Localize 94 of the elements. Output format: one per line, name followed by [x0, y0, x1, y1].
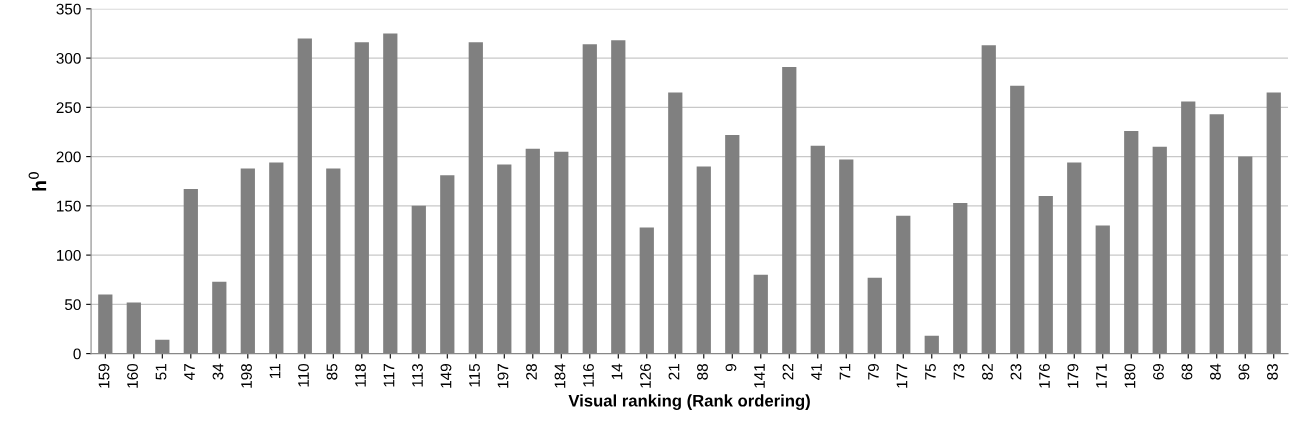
bar — [383, 33, 398, 354]
x-tick-label: 83 — [1267, 363, 1278, 380]
x-tick-label: 197 — [497, 364, 509, 388]
y-tick-label: 0 — [73, 348, 81, 360]
bar — [696, 166, 711, 354]
x-tick-label: 180 — [1124, 363, 1136, 388]
y-tick-label: 100 — [57, 249, 81, 261]
bar — [981, 45, 996, 354]
bar — [98, 294, 113, 354]
x-tick-label: 79 — [868, 364, 879, 380]
bar — [1209, 114, 1224, 354]
bar — [810, 145, 825, 354]
x-tick-label: 159 — [98, 364, 110, 388]
bar — [497, 164, 512, 354]
bar — [639, 227, 654, 354]
x-tick-label: 68 — [1181, 363, 1193, 380]
x-tick-label: 176 — [1039, 363, 1050, 388]
x-tick-label: 126 — [640, 363, 651, 388]
bar — [867, 277, 882, 354]
y-tick-label: 300 — [56, 52, 81, 64]
x-tick-label: 184 — [554, 363, 566, 388]
bar — [953, 202, 968, 354]
y-tick-label: 200 — [56, 151, 81, 163]
x-tick-label: 47 — [184, 364, 195, 380]
x-tick-label: 85 — [326, 363, 338, 380]
x-tick-label: 88 — [697, 363, 708, 380]
bar — [468, 42, 483, 354]
bar — [1010, 85, 1025, 354]
x-tick-label: 28 — [526, 363, 537, 380]
bar — [924, 335, 939, 354]
y-tick-label: 150 — [57, 200, 81, 212]
x-tick-label: 34 — [212, 363, 224, 380]
x-tick-label: 71 — [839, 364, 851, 380]
bar — [297, 38, 312, 354]
x-tick-label: 11 — [269, 364, 281, 379]
bar — [326, 168, 341, 354]
bar — [611, 40, 626, 354]
bar — [212, 281, 227, 354]
bar — [525, 148, 540, 354]
x-tick-label: 96 — [1238, 363, 1250, 380]
x-tick-label: 179 — [1067, 364, 1079, 388]
x-tick-label: 73 — [953, 363, 965, 380]
y-tick-label: 250 — [56, 102, 81, 114]
x-tick-label: 198 — [241, 363, 252, 388]
x-tick-label: 116 — [583, 363, 594, 387]
bar — [1038, 196, 1053, 354]
bar — [269, 162, 284, 354]
bar — [839, 159, 854, 354]
bar — [896, 215, 911, 354]
x-tick-label: 118 — [355, 363, 366, 387]
x-tick-label: 171 — [1096, 364, 1107, 388]
bar — [354, 42, 369, 354]
x-tick-label: 69 — [1153, 364, 1164, 380]
bar — [183, 189, 198, 354]
x-tick-label: 21 — [668, 364, 680, 380]
bar — [668, 92, 683, 354]
bar — [155, 339, 170, 354]
x-tick-label: 113 — [412, 363, 423, 387]
bar — [240, 168, 255, 354]
bar — [440, 175, 455, 354]
x-tick-label: 177 — [896, 364, 908, 388]
bar — [1095, 225, 1110, 354]
x-tick-label: 115 — [469, 363, 480, 387]
x-tick-label: 75 — [925, 363, 936, 380]
x-tick-label: 149 — [440, 364, 452, 388]
y-tick-label: 350 — [56, 3, 81, 15]
x-tick-label: 14 — [611, 363, 623, 380]
bar — [1181, 101, 1196, 354]
bar — [411, 205, 426, 354]
y-tick-label: 50 — [64, 299, 81, 311]
bar — [1152, 146, 1167, 354]
x-tick-label: 41 — [811, 364, 822, 380]
x-tick-label: 23 — [1010, 363, 1022, 380]
x-axis-title: Visual ranking (Rank ordering) — [568, 394, 810, 410]
x-tick-label: 22 — [782, 364, 794, 380]
x-tick-label: 117 — [383, 364, 395, 387]
bar — [1238, 156, 1253, 354]
x-tick-label: 160 — [127, 363, 138, 388]
y-axis-title: h$^{0}$ — [28, 172, 47, 191]
bar — [1124, 130, 1139, 354]
x-tick-label: 84 — [1210, 363, 1221, 380]
x-tick-label: 9 — [725, 364, 737, 372]
bar — [753, 274, 768, 354]
x-tick-label: 110 — [298, 363, 309, 387]
x-tick-label: 51 — [155, 364, 167, 380]
x-tick-label: 82 — [982, 364, 993, 380]
x-tick-label: 141 — [754, 364, 765, 388]
bar — [582, 44, 597, 354]
bar — [725, 134, 740, 354]
bar — [1067, 162, 1082, 354]
bar — [126, 302, 141, 354]
bar — [1266, 92, 1281, 354]
bar — [782, 66, 797, 354]
bar — [554, 151, 569, 354]
